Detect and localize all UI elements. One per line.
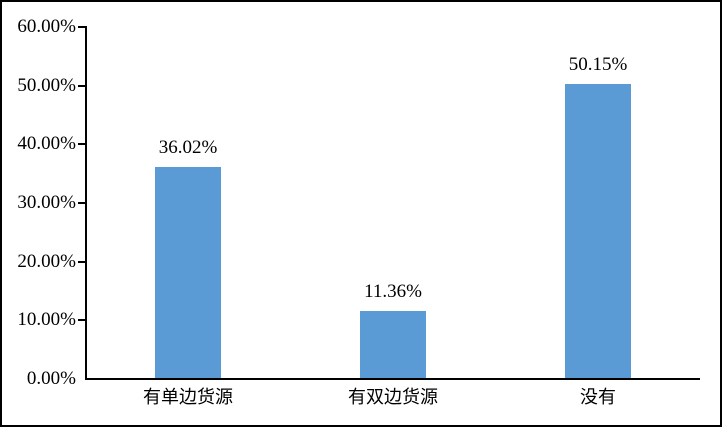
y-axis-line bbox=[85, 26, 87, 380]
y-tick-label: 50.00% bbox=[17, 75, 76, 96]
bar-value-label: 11.36% bbox=[364, 281, 422, 302]
x-category-label: 有双边货源 bbox=[348, 387, 438, 407]
bar-3 bbox=[565, 84, 631, 378]
bar-value-label: 50.15% bbox=[568, 54, 628, 75]
y-axis-tick bbox=[78, 26, 85, 28]
y-axis-tick bbox=[78, 85, 85, 87]
y-axis-tick bbox=[78, 202, 85, 204]
bar-2 bbox=[360, 311, 426, 378]
y-axis-tick bbox=[78, 261, 85, 263]
y-axis-tick bbox=[78, 143, 85, 145]
x-category-label: 没有 bbox=[580, 387, 616, 407]
x-category-label: 有单边货源 bbox=[143, 387, 233, 407]
y-tick-label: 40.00% bbox=[17, 133, 76, 154]
y-tick-label: 30.00% bbox=[17, 192, 76, 213]
y-tick-label: 20.00% bbox=[17, 251, 76, 272]
y-tick-label: 0.00% bbox=[26, 368, 76, 389]
bar-value-label: 36.02% bbox=[158, 137, 218, 158]
y-axis-tick bbox=[78, 319, 85, 321]
y-tick-label: 10.00% bbox=[17, 309, 76, 330]
y-tick-label: 60.00% bbox=[17, 16, 76, 37]
x-axis-line bbox=[85, 378, 700, 380]
bar-1 bbox=[155, 167, 221, 378]
